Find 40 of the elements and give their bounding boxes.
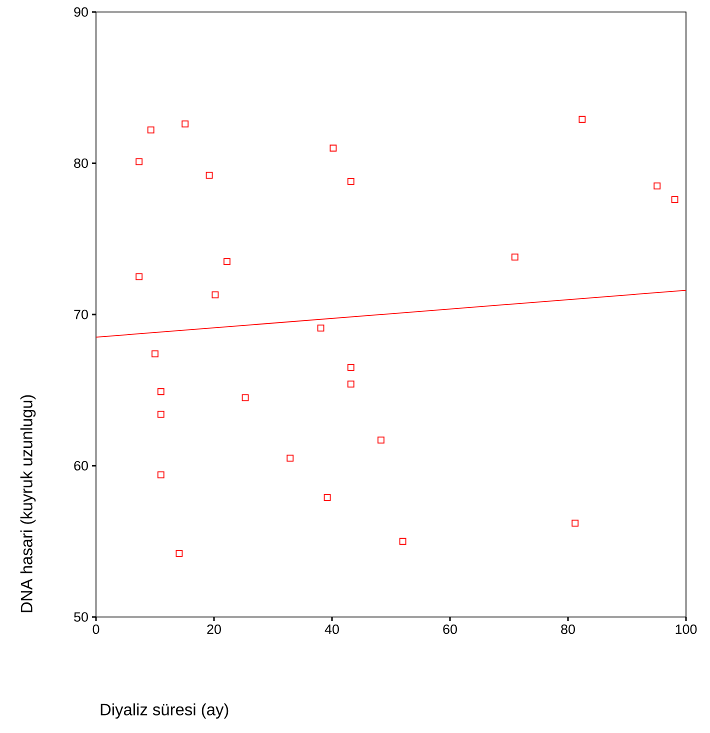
- x-tick-label: 100: [676, 624, 697, 634]
- point: [136, 273, 143, 280]
- point: [182, 120, 189, 128]
- point: [147, 126, 154, 134]
- point: [157, 471, 164, 478]
- x-tick-label: 0: [92, 624, 100, 634]
- point: [176, 550, 183, 557]
- point: [152, 350, 158, 358]
- point: [511, 254, 518, 260]
- point: [378, 436, 384, 444]
- x-axis-title: Diyaliz süresi (ay): [100, 703, 228, 719]
- point: [572, 520, 579, 527]
- point: [347, 380, 354, 388]
- point: [157, 410, 164, 418]
- y-tick-label: 50: [74, 612, 88, 622]
- point: [671, 196, 678, 203]
- point: [654, 182, 661, 190]
- point: [317, 324, 324, 332]
- y-axis-title: DNA hasari (kuyruk uzunlugu): [20, 395, 36, 612]
- point: [157, 388, 164, 396]
- point: [347, 364, 354, 371]
- y-tick-label: 60: [74, 460, 88, 470]
- point: [324, 494, 331, 501]
- point: [330, 144, 337, 152]
- point: [206, 172, 213, 179]
- y-tick-label: 80: [74, 158, 88, 168]
- y-tick-label: 70: [74, 310, 88, 320]
- x-tick-label: 80: [561, 624, 575, 634]
- point: [399, 538, 406, 545]
- point: [136, 158, 143, 166]
- x-tick-label: 40: [324, 624, 339, 634]
- point: [212, 291, 219, 298]
- x-tick-label: 60: [443, 624, 457, 634]
- point: [286, 454, 294, 462]
- y-tick-label: 90: [74, 7, 88, 17]
- point: [347, 178, 354, 185]
- point: [578, 116, 586, 123]
- x-tick-label: 20: [207, 624, 221, 634]
- point: [242, 394, 249, 402]
- point: [224, 258, 230, 266]
